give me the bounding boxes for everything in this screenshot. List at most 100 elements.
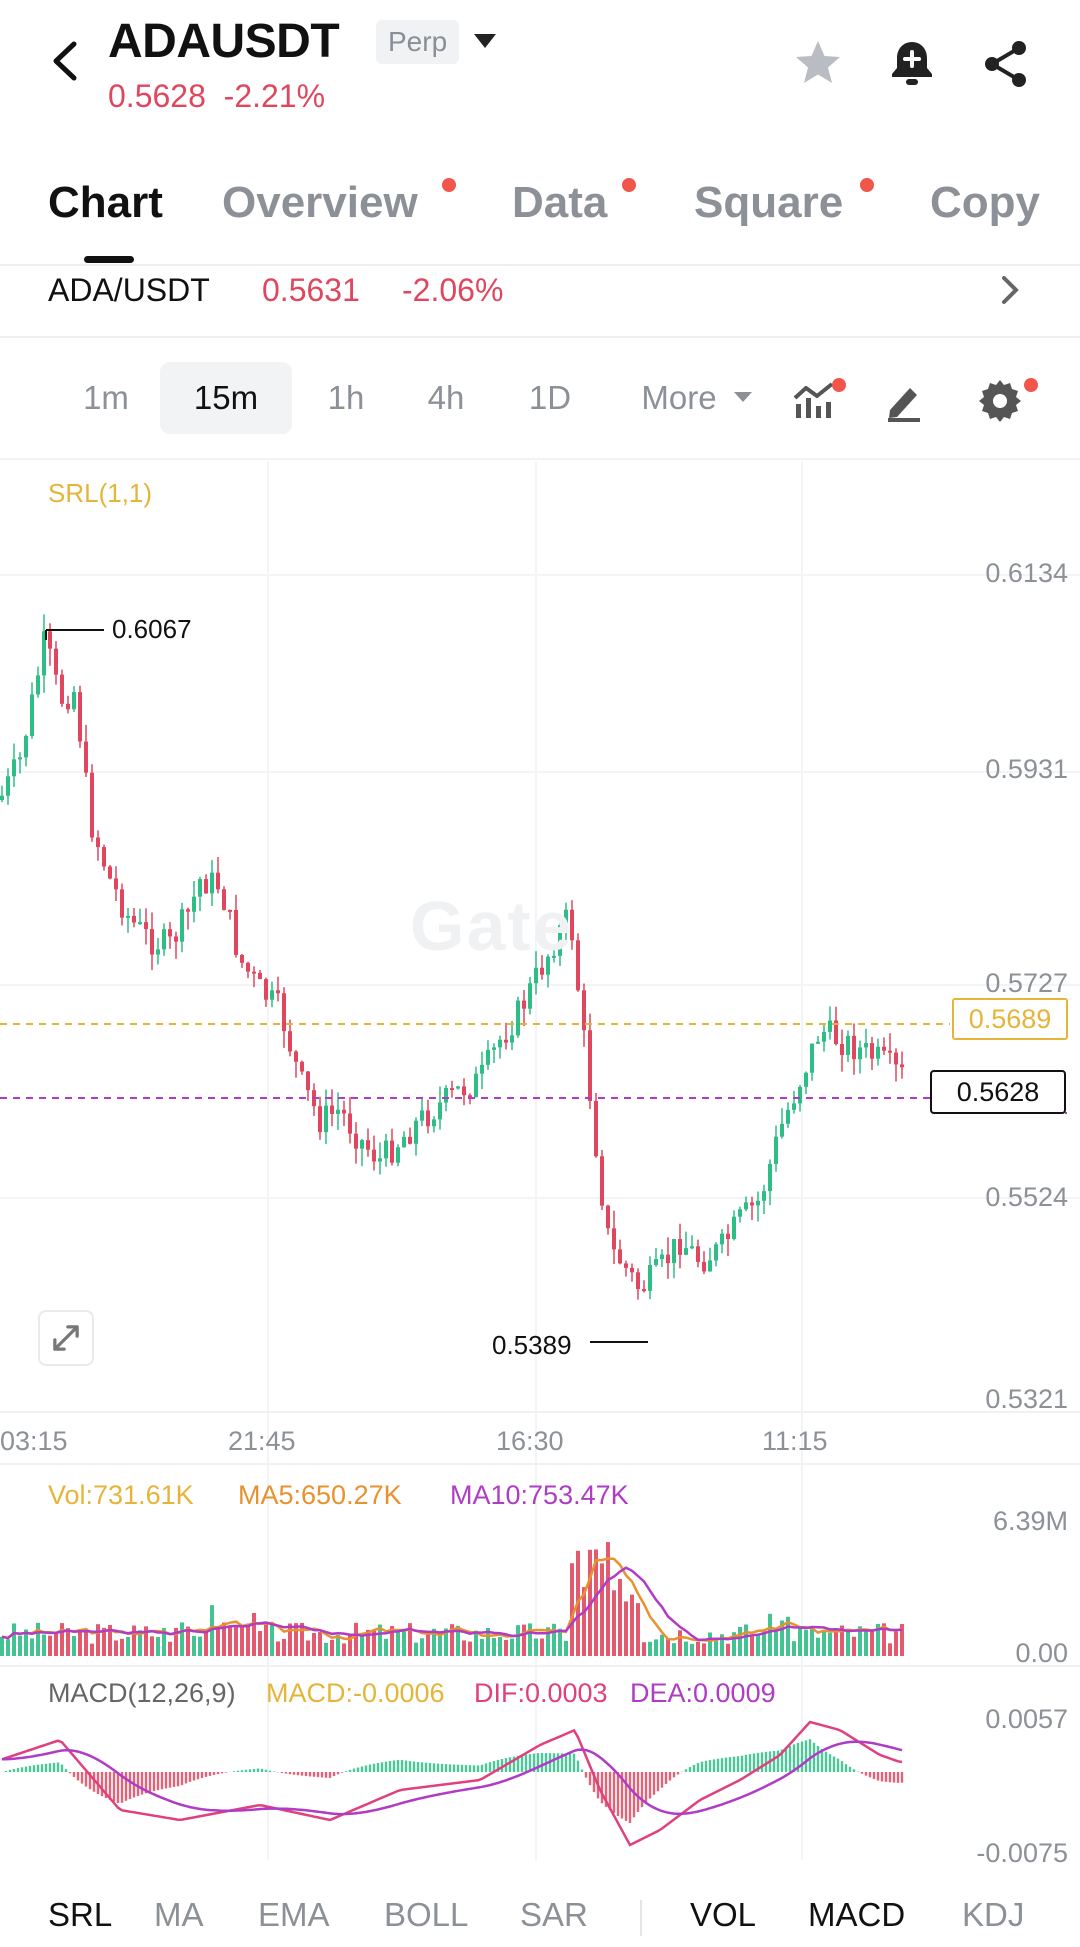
- volume-bar: [750, 1636, 754, 1656]
- macd-histogram-bar: [892, 1772, 896, 1783]
- volume-bar: [516, 1625, 520, 1656]
- candle-body: [462, 1086, 466, 1096]
- indicators-icon[interactable]: [790, 376, 838, 424]
- draw-pencil-icon[interactable]: [880, 376, 928, 424]
- volume-bar: [480, 1638, 484, 1656]
- macd-histogram-bar: [128, 1772, 132, 1800]
- volume-bar: [618, 1578, 622, 1656]
- volume-bar: [666, 1637, 670, 1656]
- macd-histogram-bar: [32, 1765, 36, 1772]
- volume-bar: [762, 1629, 766, 1656]
- volume-bar: [702, 1643, 706, 1656]
- candle-body: [834, 1020, 838, 1045]
- candle-body: [72, 692, 76, 710]
- macd-histogram-bar: [256, 1768, 260, 1772]
- macd-histogram-bar: [476, 1765, 480, 1772]
- volume-bar: [462, 1640, 466, 1656]
- time-axis-label: 21:45: [228, 1426, 296, 1456]
- candle-body: [204, 879, 208, 894]
- share-icon[interactable]: [978, 36, 1034, 92]
- interval-1m[interactable]: 1m: [83, 379, 129, 416]
- macd-histogram-bar: [160, 1772, 164, 1790]
- macd-histogram-bar: [616, 1772, 620, 1816]
- indicator-boll[interactable]: BOLL: [384, 1896, 469, 1933]
- volume-bar: [60, 1623, 64, 1656]
- volume-bar: [876, 1623, 880, 1656]
- square-notification-dot: [860, 178, 874, 192]
- volume-bar: [540, 1638, 544, 1656]
- indicator-ema[interactable]: EMA: [258, 1896, 330, 1933]
- tab-overview[interactable]: Overview: [222, 178, 418, 227]
- macd-histogram-bar: [496, 1759, 500, 1772]
- macd-dea-line: [1, 1740, 903, 1816]
- symbol-title[interactable]: ADAUSDT: [108, 15, 340, 68]
- tab-data[interactable]: Data: [512, 178, 608, 227]
- macd-histogram-bar: [532, 1753, 536, 1772]
- macd-histogram-bar: [412, 1761, 416, 1772]
- indicator-vol[interactable]: VOL: [690, 1896, 757, 1933]
- macd-histogram-bar: [236, 1770, 240, 1772]
- macd-histogram-bar: [880, 1772, 884, 1782]
- tab-square[interactable]: Square: [694, 178, 844, 227]
- symbol-dropdown-icon[interactable]: [474, 34, 496, 48]
- macd-histogram-bar: [488, 1762, 492, 1772]
- spot-change: -2.06%: [402, 272, 504, 308]
- volume-bar: [678, 1630, 682, 1656]
- macd-histogram-bar: [624, 1772, 628, 1821]
- candle-body: [276, 990, 280, 994]
- volume-bar: [174, 1627, 178, 1656]
- candle-body: [6, 776, 10, 796]
- macd-dea: DEA:0.0009: [630, 1678, 776, 1708]
- volume-bar: [426, 1634, 430, 1656]
- favorite-star-icon[interactable]: [790, 36, 846, 92]
- tab-copy[interactable]: Copy: [930, 178, 1040, 227]
- candle-body: [228, 909, 232, 912]
- candlestick-chart[interactable]: [0, 460, 1080, 1860]
- volume-bar: [852, 1636, 856, 1656]
- interval-15m[interactable]: 15m: [160, 362, 292, 434]
- macd-histogram-bar: [772, 1750, 776, 1772]
- macd-histogram-bar: [380, 1762, 384, 1772]
- candle-body: [288, 1031, 292, 1052]
- volume-bar: [48, 1635, 52, 1656]
- interval-4h[interactable]: 4h: [427, 379, 465, 416]
- volume-bar: [486, 1627, 490, 1656]
- candle-body: [618, 1249, 622, 1264]
- macd-histogram-bar: [240, 1770, 244, 1772]
- candle-body: [624, 1263, 628, 1268]
- gear-icon[interactable]: [976, 376, 1024, 424]
- volume-bar: [78, 1630, 82, 1656]
- expand-fullscreen-icon[interactable]: [38, 1310, 94, 1366]
- macd-histogram-bar: [736, 1756, 740, 1772]
- interval-1d[interactable]: 1D: [528, 379, 572, 416]
- interval-1h[interactable]: 1h: [327, 379, 365, 416]
- overview-notification-dot: [442, 178, 456, 192]
- volume-bar: [612, 1590, 616, 1656]
- macd-histogram-bar: [224, 1772, 228, 1773]
- chevron-right-icon[interactable]: [996, 272, 1026, 308]
- candle-body: [252, 971, 256, 974]
- indicator-kdj[interactable]: KDJ: [962, 1896, 1025, 1933]
- volume-bar: [162, 1628, 166, 1656]
- back-arrow-icon[interactable]: [40, 36, 90, 86]
- candle-body: [90, 772, 94, 838]
- spot-pair-label[interactable]: ADA/USDT: [48, 272, 210, 308]
- volume-bar: [690, 1643, 694, 1656]
- candle-body: [720, 1233, 724, 1245]
- tab-chart[interactable]: Chart: [48, 178, 163, 227]
- volume-bar: [432, 1628, 436, 1656]
- volume-bar: [564, 1640, 568, 1656]
- more-dropdown-icon[interactable]: [734, 392, 752, 402]
- volume-bar: [768, 1613, 772, 1656]
- indicators-notification-dot: [832, 378, 846, 392]
- indicator-ma[interactable]: MA: [154, 1896, 204, 1933]
- price-alert-bell-icon[interactable]: [884, 36, 940, 92]
- volume-bar: [708, 1632, 712, 1656]
- indicator-srl[interactable]: SRL: [48, 1896, 113, 1933]
- interval-more[interactable]: More: [641, 379, 717, 416]
- indicator-sar[interactable]: SAR: [520, 1896, 588, 1933]
- volume-bar: [12, 1623, 16, 1656]
- indicator-macd[interactable]: MACD: [808, 1896, 906, 1933]
- candle-body: [696, 1246, 700, 1262]
- macd-histogram-bar: [800, 1741, 804, 1772]
